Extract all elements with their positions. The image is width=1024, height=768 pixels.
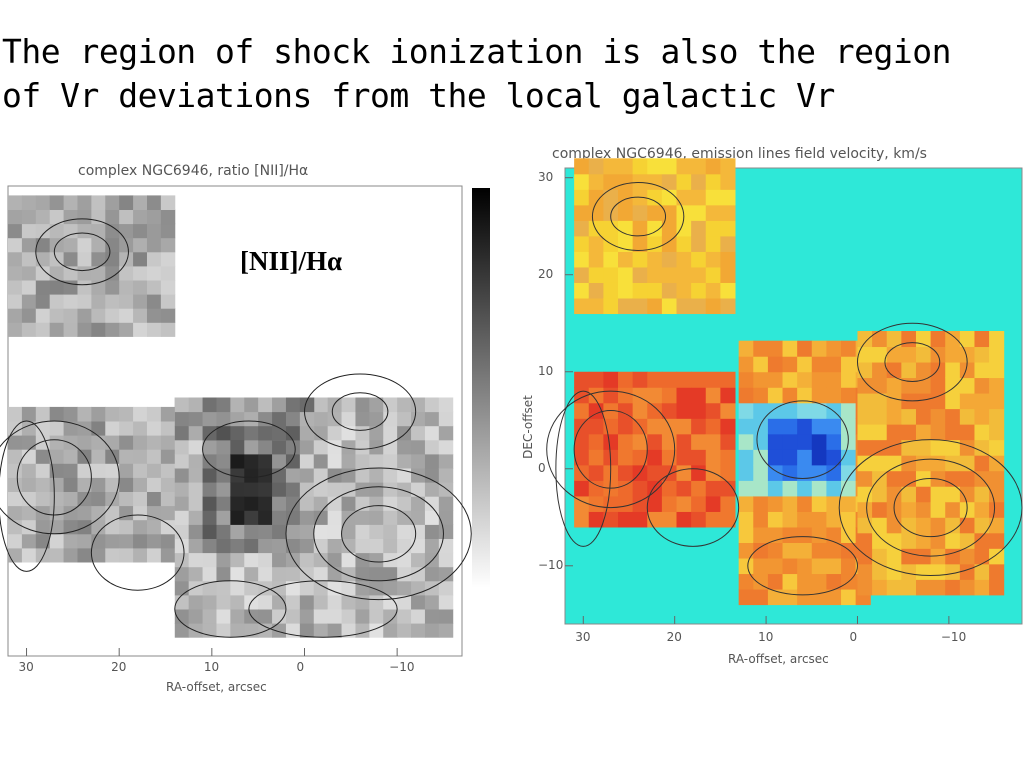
- ratio-colorbar: [472, 188, 490, 588]
- velocity-x-tick-label: 20: [666, 630, 682, 644]
- ratio-field-left: [8, 406, 176, 563]
- ratio-map-panel: complex NGC6946, ratio [NII]/Hα [NII]/Hα…: [0, 150, 500, 710]
- velocity-y-tick-label: 10: [538, 363, 554, 378]
- ratio-x-tick-label: −10: [389, 660, 415, 674]
- ratio-overlay-label: [NII]/Hα: [240, 246, 343, 276]
- velocity-contour-5: [893, 477, 968, 538]
- ratio-contour-5: [341, 505, 417, 563]
- velocity-contour-1: [591, 182, 685, 251]
- ratio-contour-7: [285, 467, 472, 601]
- ratio-map-title: complex NGC6946, ratio [NII]/Hα: [78, 163, 309, 179]
- velocity-contour-2: [573, 410, 648, 489]
- velocity-map-title: complex NGC6946, emission lines field ve…: [552, 146, 927, 162]
- velocity-contour-12: [555, 390, 612, 547]
- ratio-contour-13: [0, 420, 55, 572]
- ratio-contour-6: [313, 486, 444, 582]
- ratio-contour-1: [35, 218, 129, 286]
- ratio-contour-11: [174, 580, 287, 638]
- velocity-y-tick-label: −10: [538, 557, 564, 572]
- ratio-contour-0: [53, 232, 111, 272]
- ratio-map-chart: [0, 185, 490, 657]
- ratio-field-upper-left: [8, 195, 176, 337]
- velocity-contour-7: [838, 439, 1023, 576]
- velocity-contour-6: [866, 458, 996, 557]
- ratio-contour-8: [331, 392, 389, 431]
- velocity-contours: [546, 182, 1023, 596]
- slide-title-line-2: of Vr deviations from the local galactic…: [2, 76, 835, 115]
- ratio-x-axis-label: RA-offset, arcsec: [166, 680, 267, 694]
- velocity-contour-3: [546, 390, 676, 509]
- velocity-y-tick-label: 0: [538, 460, 546, 475]
- velocity-x-tick-label: 30: [575, 630, 591, 644]
- slide-title: The region of shock ionization is also t…: [2, 30, 1022, 118]
- velocity-contour-11: [756, 400, 849, 479]
- velocity-contour-10: [646, 468, 740, 547]
- velocity-x-tick-label: 0: [849, 630, 858, 644]
- ratio-field-central-upper: [174, 397, 315, 441]
- velocity-map-panel: complex NGC6946, emission lines field ve…: [510, 140, 1024, 700]
- ratio-contour-9: [303, 373, 417, 450]
- ratio-contour-10: [90, 514, 185, 591]
- velocity-contour-0: [610, 196, 667, 237]
- ratio-contour-12: [248, 580, 398, 638]
- velocity-contour-9: [856, 322, 968, 402]
- ratio-contour-4: [202, 420, 296, 478]
- velocity-map-chart: [546, 158, 1023, 625]
- velocity-y-axis-label: DEC-offset: [520, 395, 535, 459]
- slide-title-line-1: The region of shock ionization is also t…: [2, 32, 952, 71]
- velocity-contour-4: [747, 536, 858, 596]
- ratio-contours: [0, 218, 472, 638]
- ratio-contour-3: [0, 420, 120, 535]
- velocity-contour-8: [884, 342, 941, 382]
- velocity-y-tick-label: 20: [538, 266, 554, 281]
- ratio-x-tick-label: 0: [296, 660, 305, 674]
- ratio-contour-2: [16, 439, 92, 516]
- ratio-x-tick-label: 20: [111, 660, 127, 674]
- velocity-field-central: [738, 340, 871, 606]
- velocity-x-tick-label: −10: [940, 630, 967, 644]
- velocity-field-left: [574, 371, 736, 528]
- velocity-x-tick-label: 10: [758, 630, 774, 644]
- velocity-field-upper-left: [574, 158, 736, 315]
- velocity-field-right: [857, 330, 1005, 596]
- ratio-x-tick-label: 10: [203, 660, 220, 674]
- velocity-x-axis-label: RA-offset, arcsec: [728, 652, 829, 666]
- velocity-y-tick-label: 30: [538, 169, 554, 184]
- ratio-x-tick-label: 30: [18, 660, 34, 674]
